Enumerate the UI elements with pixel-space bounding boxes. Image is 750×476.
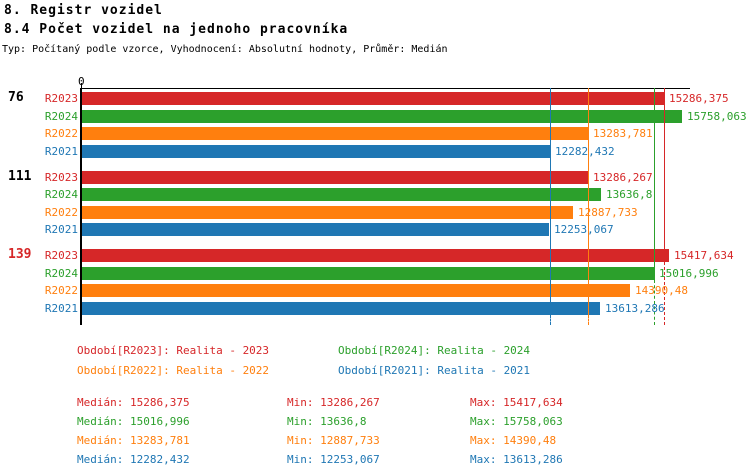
- group-label: 139: [8, 247, 32, 262]
- bar-r2024: [82, 109, 682, 123]
- stat-min-r2023: Min: 13286,267: [287, 396, 380, 409]
- series-row-label: R2024: [44, 109, 78, 123]
- stat-max-r2022: Max: 14390,48: [470, 434, 557, 447]
- series-row-label: R2021: [44, 144, 78, 158]
- report-title: 8. Registr vozidel: [4, 3, 163, 18]
- series-row-label: R2023: [44, 92, 78, 105]
- median-line-r2023: [664, 88, 665, 262]
- bar-value-label: 13283,781: [593, 127, 653, 140]
- series-row-label: R2024: [44, 266, 78, 280]
- median-line-r2021: [550, 88, 551, 315]
- series-row-label: R2023: [44, 170, 78, 184]
- series-row-label: R2022: [44, 127, 78, 140]
- median-line-dashed-r2022: [588, 314, 589, 325]
- stat-max-r2024: Max: 15758,063: [470, 415, 563, 428]
- group-label: 111: [8, 168, 32, 184]
- x-axis-zero-tick: [81, 83, 82, 88]
- chart-meta-line: Typ: Počítaný podle vzorce, Vyhodnocení:…: [2, 44, 448, 55]
- bar-value-label: 12253,067: [554, 223, 614, 236]
- bar-value-label: 15417,634: [674, 249, 734, 262]
- series-row-label: R2021: [44, 301, 78, 315]
- chart-title: 8.4 Počet vozidel na jednoho pracovníka: [4, 22, 349, 37]
- stat-median-r2022: Medián: 13283,781: [77, 434, 190, 447]
- series-row-label: R2022: [44, 205, 78, 219]
- stat-median-r2021: Medián: 12282,432: [77, 453, 190, 466]
- series-row-label: R2023: [44, 249, 78, 262]
- bar-value-label: 12887,733: [578, 205, 638, 219]
- bar-r2021: [82, 223, 549, 236]
- legend-item-r2022: Období[R2022]: Realita - 2022: [77, 364, 270, 377]
- bar-value-label: 13636,8: [606, 188, 653, 201]
- bar-r2024: [82, 266, 654, 280]
- series-row-label: R2021: [44, 223, 78, 236]
- series-row-label: R2024: [44, 188, 78, 201]
- bar-r2021: [82, 301, 600, 315]
- bar-value-label: 12282,432: [555, 144, 615, 158]
- bar-value-label: 13613,286: [605, 301, 665, 315]
- bar-value-label: 15016,996: [659, 266, 719, 280]
- x-axis-top-line: [80, 88, 690, 89]
- y-axis-line: [80, 88, 82, 325]
- stat-min-r2022: Min: 12887,733: [287, 434, 380, 447]
- bar-r2022: [82, 284, 630, 297]
- stat-min-r2021: Min: 12253,067: [287, 453, 380, 466]
- median-line-r2024: [654, 88, 655, 280]
- bar-value-label: 14390,48: [635, 284, 688, 297]
- bar-value-label: 13286,267: [593, 170, 653, 184]
- bar-r2022: [82, 127, 588, 140]
- legend-item-r2024: Období[R2024]: Realita - 2024: [338, 344, 531, 357]
- legend-item-r2021: Období[R2021]: Realita - 2021: [338, 364, 531, 377]
- bar-value-label: 15758,063: [687, 109, 747, 123]
- median-line-r2022: [588, 88, 589, 315]
- stat-max-r2023: Max: 15417,634: [470, 396, 563, 409]
- stat-min-r2024: Min: 13636,8: [287, 415, 367, 428]
- stat-median-r2024: Medián: 15016,996: [77, 415, 190, 428]
- group-label: 76: [8, 90, 24, 105]
- median-line-dashed-r2021: [550, 314, 551, 325]
- median-line-dashed-r2024: [654, 279, 655, 325]
- stat-max-r2021: Max: 13613,286: [470, 453, 563, 466]
- bar-r2021: [82, 144, 550, 158]
- bar-r2024: [82, 188, 601, 201]
- stat-median-r2023: Medián: 15286,375: [77, 396, 190, 409]
- x-axis-zero-label: 0: [78, 75, 85, 88]
- bar-r2022: [82, 205, 573, 219]
- bar-r2023: [82, 249, 669, 262]
- median-line-dashed-r2023: [664, 262, 665, 325]
- bar-r2023: [82, 92, 664, 105]
- bar-r2023: [82, 170, 588, 184]
- bar-value-label: 15286,375: [669, 92, 729, 105]
- series-row-label: R2022: [44, 284, 78, 297]
- legend-item-r2023: Období[R2023]: Realita - 2023: [77, 344, 270, 357]
